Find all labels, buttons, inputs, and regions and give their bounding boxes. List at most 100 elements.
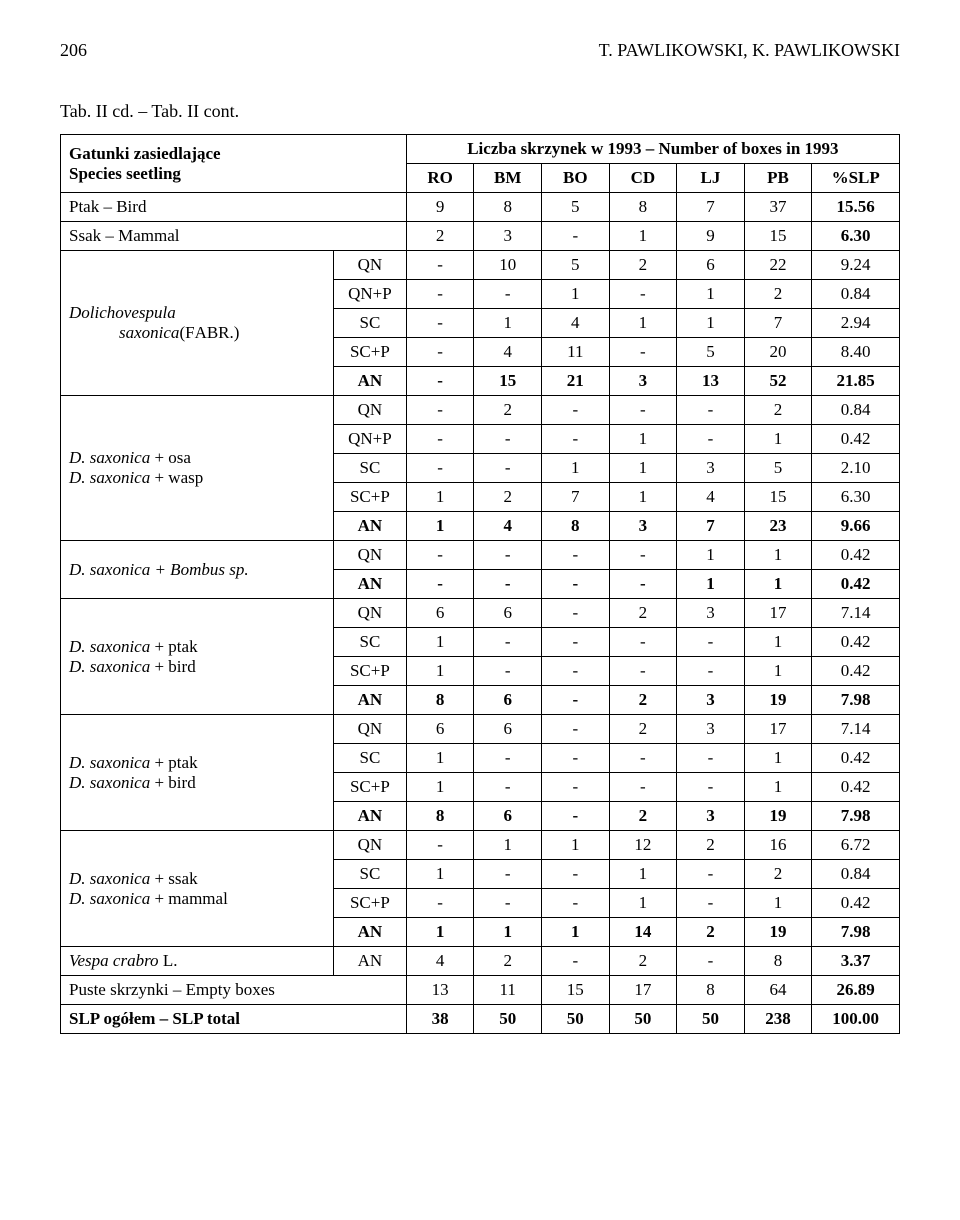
cell: 7 bbox=[542, 483, 610, 512]
row-label: D. saxonica + ssakD. saxonica + mammal bbox=[61, 831, 334, 947]
cell: 9.24 bbox=[812, 251, 900, 280]
code-cell: QN bbox=[334, 396, 407, 425]
cell: - bbox=[677, 396, 745, 425]
cell: 3 bbox=[609, 367, 677, 396]
cell: 2 bbox=[474, 396, 542, 425]
row-label: SLP ogółem – SLP total bbox=[61, 1005, 407, 1034]
cell: - bbox=[542, 686, 610, 715]
cell: 1 bbox=[609, 454, 677, 483]
cell: 6 bbox=[677, 251, 745, 280]
cell: 14 bbox=[609, 918, 677, 947]
cell: - bbox=[474, 657, 542, 686]
cell: 9.66 bbox=[812, 512, 900, 541]
cell: - bbox=[609, 541, 677, 570]
code-cell: SC bbox=[334, 860, 407, 889]
cell: 0.42 bbox=[812, 570, 900, 599]
cell: 2 bbox=[406, 222, 474, 251]
table-row: D. saxonica + ptakD. saxonica + birdQN66… bbox=[61, 715, 900, 744]
cell: 16 bbox=[744, 831, 812, 860]
page-number: 206 bbox=[60, 40, 87, 61]
cell: 1 bbox=[609, 483, 677, 512]
cell: - bbox=[542, 396, 610, 425]
cell: 2 bbox=[609, 715, 677, 744]
cell: - bbox=[542, 222, 610, 251]
cell: 2 bbox=[609, 686, 677, 715]
cell: - bbox=[609, 773, 677, 802]
table-row: D. saxonica + ssakD. saxonica + mammalQN… bbox=[61, 831, 900, 860]
cell: 52 bbox=[744, 367, 812, 396]
cell: 1 bbox=[609, 222, 677, 251]
cell: 1 bbox=[474, 918, 542, 947]
cell: - bbox=[406, 396, 474, 425]
cell: - bbox=[406, 831, 474, 860]
cell: 17 bbox=[744, 599, 812, 628]
cell: 1 bbox=[744, 889, 812, 918]
cell: - bbox=[542, 657, 610, 686]
cell: 50 bbox=[677, 1005, 745, 1034]
cell: 8 bbox=[406, 802, 474, 831]
cell: 0.42 bbox=[812, 773, 900, 802]
cell: 4 bbox=[474, 338, 542, 367]
cell: 6.30 bbox=[812, 222, 900, 251]
cell: 2 bbox=[474, 947, 542, 976]
cell: - bbox=[542, 599, 610, 628]
cell: - bbox=[406, 309, 474, 338]
cell: 15 bbox=[474, 367, 542, 396]
cell: - bbox=[609, 570, 677, 599]
cell: - bbox=[542, 860, 610, 889]
cell: 1 bbox=[542, 918, 610, 947]
cell: 3 bbox=[474, 222, 542, 251]
code-cell: AN bbox=[334, 947, 407, 976]
cell: - bbox=[406, 425, 474, 454]
cell: 20 bbox=[744, 338, 812, 367]
cell: - bbox=[609, 744, 677, 773]
cell: 1 bbox=[406, 657, 474, 686]
cell: 50 bbox=[542, 1005, 610, 1034]
cell: - bbox=[406, 251, 474, 280]
species-label-en: Species seetling bbox=[69, 164, 181, 183]
cell: - bbox=[406, 367, 474, 396]
cell: - bbox=[474, 860, 542, 889]
table-row: Ssak – Mammal23-19156.30 bbox=[61, 222, 900, 251]
table-row: Vespa crabro L.AN42-2-83.37 bbox=[61, 947, 900, 976]
cell: - bbox=[406, 541, 474, 570]
cell: - bbox=[677, 425, 745, 454]
cell: 7 bbox=[677, 512, 745, 541]
cell: 7.98 bbox=[812, 918, 900, 947]
cell: 7.98 bbox=[812, 686, 900, 715]
cell: - bbox=[609, 280, 677, 309]
code-cell: SC bbox=[334, 628, 407, 657]
cell: - bbox=[474, 744, 542, 773]
cell: 1 bbox=[406, 860, 474, 889]
code-cell: SC bbox=[334, 744, 407, 773]
row-label: Dolichovespulasaxonica (FABR.) bbox=[61, 251, 334, 396]
cell: 1 bbox=[609, 425, 677, 454]
cell: 7.14 bbox=[812, 715, 900, 744]
cell: 6 bbox=[406, 599, 474, 628]
col-header: CD bbox=[609, 164, 677, 193]
cell: 2 bbox=[609, 802, 677, 831]
cell: - bbox=[542, 947, 610, 976]
cell: 1 bbox=[406, 512, 474, 541]
cell: - bbox=[474, 570, 542, 599]
cell: - bbox=[474, 454, 542, 483]
cell: 5 bbox=[677, 338, 745, 367]
cell: 7 bbox=[677, 193, 745, 222]
row-label: Vespa crabro L. bbox=[61, 947, 334, 976]
cell: 9 bbox=[677, 222, 745, 251]
row-label: D. saxonica + osaD. saxonica + wasp bbox=[61, 396, 334, 541]
cell: 50 bbox=[609, 1005, 677, 1034]
cell: 4 bbox=[677, 483, 745, 512]
cell: 6 bbox=[474, 802, 542, 831]
cell: 2 bbox=[609, 251, 677, 280]
table-row: Ptak – Bird985873715.56 bbox=[61, 193, 900, 222]
cell: 1 bbox=[677, 541, 745, 570]
col-header: %SLP bbox=[812, 164, 900, 193]
cell: - bbox=[406, 570, 474, 599]
cell: - bbox=[542, 570, 610, 599]
row-label: Ptak – Bird bbox=[61, 193, 407, 222]
cell: - bbox=[474, 280, 542, 309]
code-cell: SC+P bbox=[334, 773, 407, 802]
cell: 3.37 bbox=[812, 947, 900, 976]
cell: 3 bbox=[677, 686, 745, 715]
